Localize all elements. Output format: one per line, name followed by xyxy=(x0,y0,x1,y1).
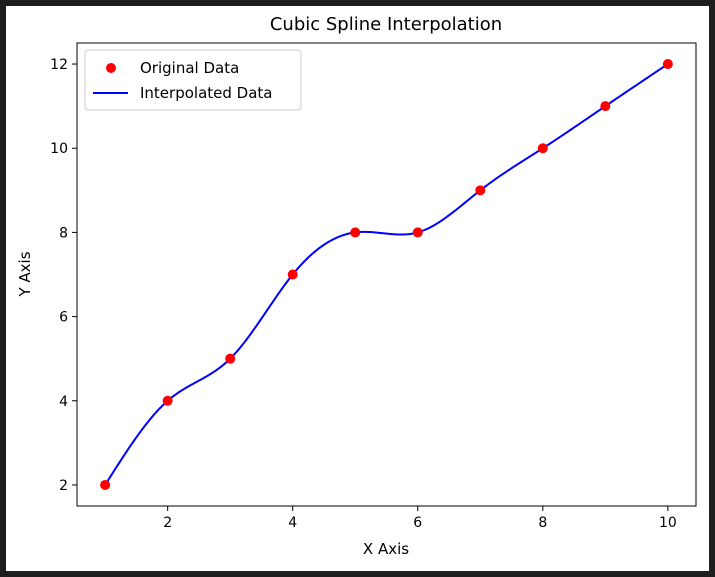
original-data-point xyxy=(475,185,486,196)
chart-figure: Cubic Spline Interpolation 2 4 6 8 10 2 4 6 8 10… xyxy=(6,6,709,571)
original-data-point xyxy=(350,227,361,238)
legend-label-interpolated-data: Interpolated Data xyxy=(140,84,272,102)
x-tick-label: 4 xyxy=(288,515,297,531)
y-tick-label: 6 xyxy=(59,310,68,326)
legend: Original Data Interpolated Data xyxy=(84,49,302,111)
x-tick-label: 6 xyxy=(413,515,422,531)
y-tick-label: 12 xyxy=(50,57,68,73)
original-data-point xyxy=(162,395,173,406)
original-data-point xyxy=(600,101,611,112)
legend-marker-original-data xyxy=(106,63,116,73)
x-tick-label: 10 xyxy=(659,515,677,531)
y-tick-label: 4 xyxy=(59,394,68,410)
cubic-spline-chart: Cubic Spline Interpolation 2 4 6 8 10 2 4 6 8 10… xyxy=(16,14,697,558)
interpolated-data-line xyxy=(104,63,669,486)
y-tick-label: 10 xyxy=(50,141,68,157)
y-tick-label: 8 xyxy=(59,225,68,241)
x-axis-title: X Axis xyxy=(363,540,409,558)
y-axis-title: Y Axis xyxy=(16,251,34,297)
y-axis-ticks: 2 4 6 8 10 12 xyxy=(50,57,77,494)
original-data-point xyxy=(287,269,298,280)
x-tick-label: 2 xyxy=(163,515,172,531)
original-data-point xyxy=(537,143,548,154)
series-layer xyxy=(100,59,673,490)
x-tick-label: 8 xyxy=(538,515,547,531)
original-data-point xyxy=(225,353,236,364)
original-data-point xyxy=(100,479,111,490)
plot-area xyxy=(76,42,697,507)
original-data-point xyxy=(662,59,673,70)
legend-box xyxy=(84,49,302,111)
original-data-point xyxy=(412,227,423,238)
chart-title: Cubic Spline Interpolation xyxy=(270,14,502,35)
legend-label-original-data: Original Data xyxy=(140,59,239,77)
x-axis-ticks: 2 4 6 8 10 xyxy=(163,506,677,531)
y-tick-label: 2 xyxy=(59,478,68,494)
